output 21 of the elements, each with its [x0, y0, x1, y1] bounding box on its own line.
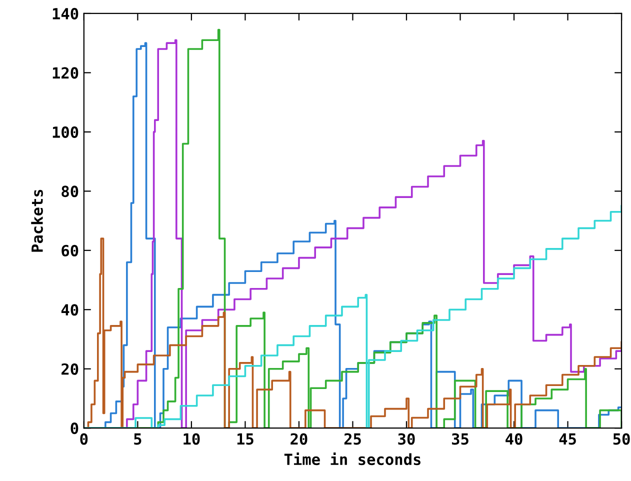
- x-tick-label: 35: [452, 433, 468, 445]
- y-tick-label: 100: [52, 126, 78, 138]
- x-tick-label: 20: [290, 433, 308, 445]
- x-tick-label: 25: [344, 433, 361, 445]
- y-tick-label: 80: [62, 186, 78, 198]
- x-tick-label: 45: [559, 433, 576, 445]
- x-tick-label: 30: [398, 433, 415, 445]
- y-axis-title: Packets: [31, 190, 43, 252]
- x-tick-label: 10: [184, 433, 200, 445]
- x-axis-title: Time in seconds: [284, 452, 420, 466]
- y-tick-label: 40: [61, 304, 78, 316]
- x-tick-label: 5: [134, 433, 142, 445]
- y-tick-label: 140: [52, 8, 78, 20]
- y-tick-label: 20: [62, 363, 78, 375]
- x-tick-label: 15: [237, 433, 254, 445]
- x-tick-label: 0: [80, 433, 88, 445]
- y-tick-label: 0: [70, 422, 78, 434]
- y-tick-label: 120: [52, 67, 78, 79]
- y-tick-label: 60: [62, 244, 78, 256]
- x-tick-label: 40: [506, 433, 522, 445]
- x-tick-label: 50: [613, 433, 630, 445]
